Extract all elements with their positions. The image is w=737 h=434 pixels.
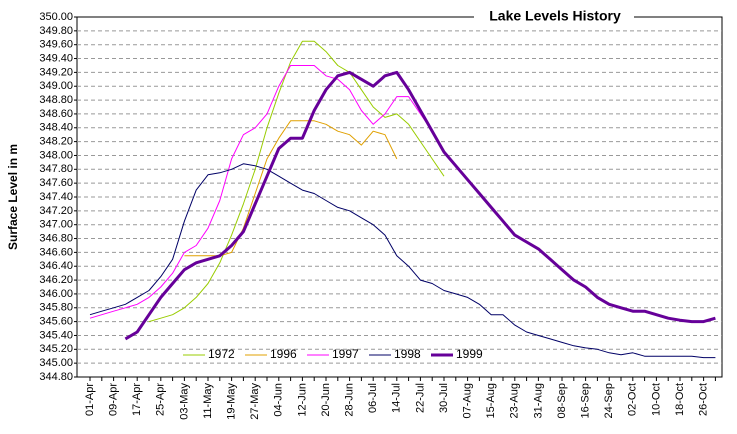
y-tick-label: 349.40 xyxy=(39,52,73,64)
y-tick-label: 345.20 xyxy=(39,343,73,355)
x-tick-label: 26-Oct xyxy=(698,383,710,416)
legend-label: 1999 xyxy=(456,347,483,361)
x-tick-label: 19-May xyxy=(226,383,238,420)
x-tick-label: 12-Jun xyxy=(296,383,308,417)
x-tick-label: 03-May xyxy=(178,383,190,420)
y-tick-label: 346.20 xyxy=(39,274,73,286)
x-tick-label: 31-Aug xyxy=(532,383,544,418)
x-tick-label: 25-Apr xyxy=(155,383,167,416)
y-tick-label: 350.00 xyxy=(39,11,73,23)
y-axis-label: Surface Level in m xyxy=(6,144,20,250)
x-tick-label: 30-Jul xyxy=(438,383,450,413)
y-tick-label: 347.60 xyxy=(39,177,73,189)
y-tick-label: 347.20 xyxy=(39,205,73,217)
y-tick-label: 348.80 xyxy=(39,94,73,106)
x-tick-label: 24-Sep xyxy=(603,383,615,418)
y-tick-label: 346.60 xyxy=(39,246,73,258)
y-tick-label: 347.40 xyxy=(39,191,73,203)
x-tick-label: 28-Jun xyxy=(344,383,356,417)
x-tick-label: 16-Sep xyxy=(580,383,592,418)
title-background xyxy=(474,8,634,26)
x-tick-label: 14-Jul xyxy=(391,383,403,413)
legend-label: 1972 xyxy=(208,347,235,361)
y-tick-label: 344.80 xyxy=(39,371,73,383)
y-tick-label: 348.20 xyxy=(39,136,73,148)
x-tick-label: 02-Oct xyxy=(627,383,639,416)
x-tick-label: 17-Apr xyxy=(131,383,143,416)
y-tick-label: 345.60 xyxy=(39,316,73,328)
x-tick-label: 27-May xyxy=(249,383,261,420)
legend-label: 1996 xyxy=(270,347,297,361)
legend-label: 1998 xyxy=(394,347,421,361)
y-tick-label: 345.40 xyxy=(39,329,73,341)
y-tick-label: 346.40 xyxy=(39,260,73,272)
y-tick-label: 345.00 xyxy=(39,357,73,369)
y-tick-label: 349.80 xyxy=(39,25,73,37)
series-line xyxy=(124,70,716,341)
chart-title: Lake Levels History xyxy=(489,8,621,24)
series-line xyxy=(89,163,716,359)
y-tick-label: 348.00 xyxy=(39,149,73,161)
y-tick-label: 347.00 xyxy=(39,219,73,231)
legend-label: 1997 xyxy=(332,347,359,361)
x-tick-label: 22-Jul xyxy=(414,383,426,413)
y-tick-label: 346.80 xyxy=(39,232,73,244)
x-tick-label: 01-Apr xyxy=(84,383,96,416)
series-line xyxy=(89,65,433,319)
x-tick-label: 09-Apr xyxy=(108,383,120,416)
y-tick-label: 345.80 xyxy=(39,302,73,314)
x-tick-label: 20-Jun xyxy=(320,383,332,417)
y-tick-label: 349.00 xyxy=(39,80,73,92)
x-tick-label: 11-May xyxy=(202,383,214,419)
y-tick-label: 348.60 xyxy=(39,108,73,120)
y-tick-label: 349.60 xyxy=(39,39,73,51)
x-tick-label: 06-Jul xyxy=(367,383,379,413)
y-tick-label: 347.80 xyxy=(39,163,73,175)
y-tick-label: 346.00 xyxy=(39,288,73,300)
series-line xyxy=(148,40,445,323)
x-tick-label: 08-Sep xyxy=(556,383,568,418)
y-tick-label: 349.20 xyxy=(39,66,73,78)
y-tick-label: 348.40 xyxy=(39,122,73,134)
x-tick-label: 18-Oct xyxy=(674,383,686,416)
x-tick-label: 04-Jun xyxy=(273,383,285,417)
x-tick-label: 15-Aug xyxy=(485,383,497,418)
x-tick-label: 07-Aug xyxy=(462,383,474,418)
x-tick-label: 23-Aug xyxy=(509,383,521,418)
x-tick-label: 10-Oct xyxy=(650,383,662,416)
